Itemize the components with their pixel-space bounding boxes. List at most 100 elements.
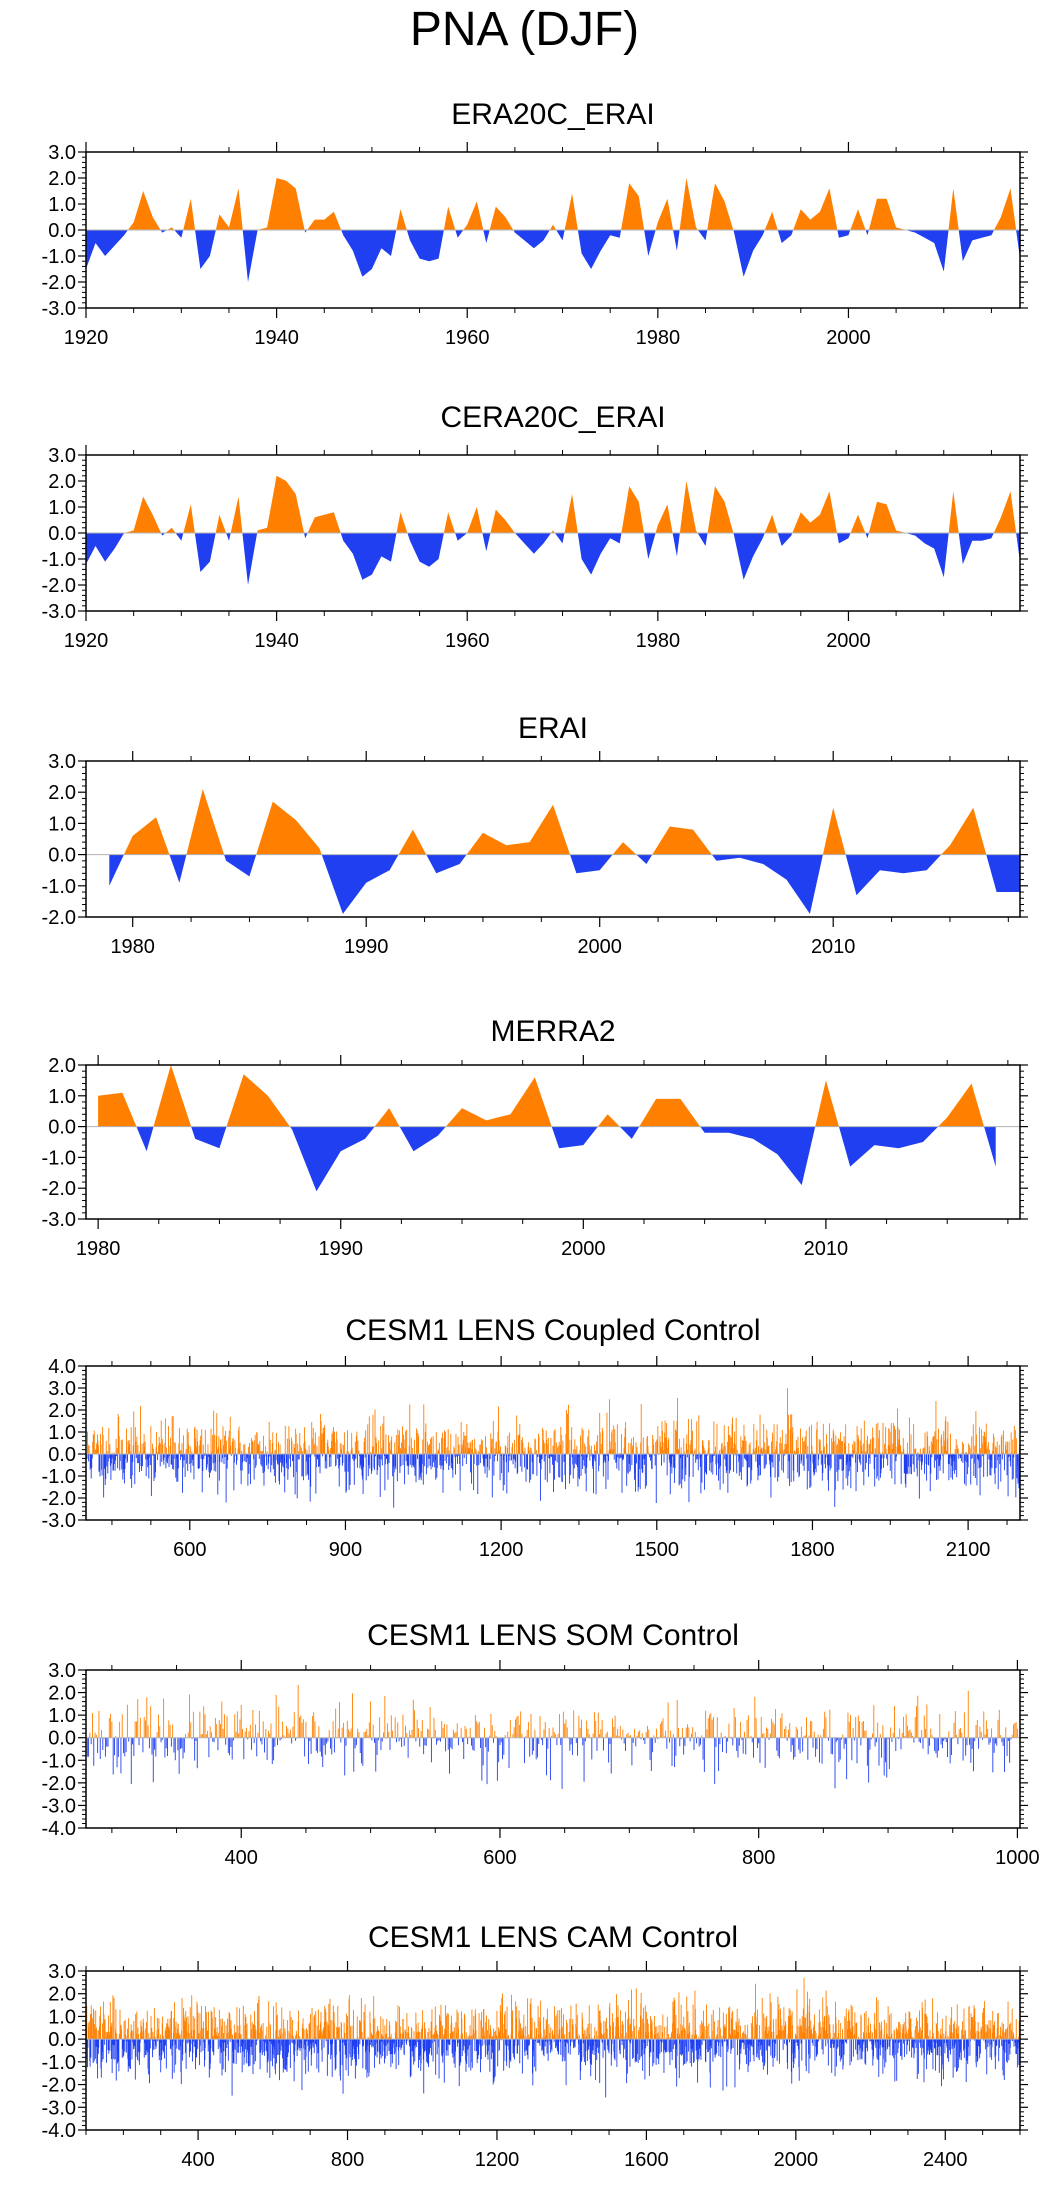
y-tick-label: 3.0 — [48, 1660, 76, 1682]
y-tick-label: -4.0 — [42, 1818, 76, 1840]
x-tick-label: 2000 — [577, 936, 622, 958]
plot-area — [86, 1065, 1020, 1192]
panel-title: ERAI — [518, 712, 588, 745]
x-tick-label: 1980 — [76, 1238, 121, 1260]
y-tick-label: 4.0 — [48, 1356, 76, 1378]
y-tick-label: 2.0 — [48, 1683, 76, 1705]
panel-title: CESM1 LENS CAM Control — [368, 1921, 738, 1954]
positive-area — [109, 789, 1020, 855]
y-tick-label: 1.0 — [48, 497, 76, 519]
x-axis: 1980 1990 2000 2010 — [76, 1055, 1009, 1260]
x-tick-label: 1200 — [479, 1539, 524, 1561]
x-axis: 600 900 1200 1500 1800 2100 — [111, 1356, 1008, 1561]
y-tick-label: 2.0 — [48, 1400, 76, 1422]
y-tick-label: 2.0 — [48, 782, 76, 804]
positive-area — [86, 178, 1020, 230]
y-tick-label: -3.0 — [42, 298, 76, 320]
y-tick-label: 0.0 — [48, 845, 76, 867]
x-tick-label: 2010 — [811, 936, 856, 958]
y-tick-label: -1.0 — [42, 1750, 76, 1772]
x-tick-label: 1960 — [445, 327, 490, 349]
panel-4: MERRA2 -3.0 -2.0 -1.0 0.0 1.0 2.0 1980 1990 2000 2… — [42, 1015, 1028, 1260]
y-axis: -3.0-2.0-1.00.01.02.03.04.0 — [42, 1356, 1028, 1532]
bar-series — [86, 1685, 1018, 1789]
y-tick-label: -1.0 — [42, 246, 76, 268]
y-tick-label: 3.0 — [48, 751, 76, 773]
x-tick-label: 1960 — [445, 630, 490, 652]
y-tick-label: 1.0 — [48, 813, 76, 835]
x-tick-label: 1980 — [636, 630, 681, 652]
y-tick-label: 1.0 — [48, 1086, 76, 1108]
plot-frame — [85, 1064, 1021, 1220]
x-tick-label: 2100 — [946, 1539, 991, 1561]
x-tick-label: 800 — [742, 1847, 775, 1869]
data-point — [995, 1166, 996, 1167]
y-tick-label: -2.0 — [42, 575, 76, 597]
plot-area — [86, 1388, 1020, 1508]
negative-area — [86, 230, 1020, 282]
y-tick-label: 0.0 — [48, 1117, 76, 1139]
x-tick-label: 600 — [173, 1539, 206, 1561]
y-axis: -4.0-3.0-2.0-1.00.01.02.03.0 — [42, 1660, 1028, 1840]
y-tick-label: -2.0 — [42, 1773, 76, 1795]
y-tick-label: 3.0 — [48, 142, 76, 164]
y-tick-label: -1.0 — [42, 1466, 76, 1488]
y-tick-label: 0.0 — [48, 1444, 76, 1466]
negative-area — [86, 533, 1020, 585]
panel-title: CERA20C_ERAI — [440, 401, 665, 434]
x-tick-label: 2000 — [561, 1238, 606, 1260]
x-tick-label: 1990 — [318, 1238, 363, 1260]
panel-7: CESM1 LENS CAM Control-4.0-3.0-2.0-1.00.… — [42, 1921, 1028, 2171]
y-tick-label: 1.0 — [48, 194, 76, 216]
plot-area — [86, 789, 1020, 914]
y-tick-label: 3.0 — [48, 1378, 76, 1400]
negative-area — [109, 854, 1020, 914]
y-tick-label: 1.0 — [48, 1705, 76, 1727]
y-tick-label: -2.0 — [42, 1178, 76, 1200]
x-tick-label: 2000 — [826, 630, 871, 652]
x-tick-label: 1920 — [64, 327, 109, 349]
x-axis: 400 600 800 1000 — [111, 1660, 1040, 1869]
x-axis: 1920 1940 1960 1980 2000 — [64, 142, 992, 349]
x-tick-label: 1800 — [790, 1539, 835, 1561]
x-tick-label: 1940 — [254, 630, 299, 652]
x-tick-label: 1000 — [995, 1847, 1040, 1869]
y-tick-label: -2.0 — [42, 272, 76, 294]
y-tick-label: 2.0 — [48, 471, 76, 493]
panel-1: ERA20C_ERAI -3.0 -2.0 -1.0 0.0 1.0 2.0 3.0 1920 1… — [42, 98, 1028, 349]
x-tick-label: 1980 — [110, 936, 155, 958]
y-tick-label: -1.0 — [42, 1147, 76, 1169]
bar-series — [86, 1977, 1020, 2098]
y-tick-label: -2.0 — [42, 907, 76, 929]
y-tick-label: -2.0 — [42, 1488, 76, 1510]
y-tick-label: 0.0 — [48, 220, 76, 242]
x-tick-label: 900 — [329, 1539, 362, 1561]
y-tick-label: 2.0 — [48, 168, 76, 190]
y-tick-label: -3.0 — [42, 601, 76, 623]
plot-area — [86, 178, 1020, 282]
y-tick-label: 2.0 — [48, 1055, 76, 1077]
panel-3: ERAI -2.0 -1.0 0.0 1.0 2.0 3.0 1980 1990 2000 2010 — [42, 712, 1028, 958]
panel-title: ERA20C_ERAI — [451, 98, 654, 131]
plot-frame — [85, 1669, 1021, 1829]
y-tick-label: -3.0 — [42, 1795, 76, 1817]
y-tick-label: 0.0 — [48, 1728, 76, 1750]
x-tick-label: 1990 — [344, 936, 389, 958]
y-axis: -3.0 -2.0 -1.0 0.0 1.0 2.0 3.0 — [42, 142, 1028, 320]
y-axis: -3.0 -2.0 -1.0 0.0 1.0 2.0 — [42, 1055, 1028, 1231]
plot-frame — [85, 1365, 1021, 1521]
x-axis: 1980 1990 2000 2010 — [110, 751, 1009, 958]
x-tick-label: 600 — [483, 1847, 516, 1869]
panel-6: CESM1 LENS SOM Control -4.0-3.0-2.0-1.00.… — [42, 1619, 1040, 1869]
x-axis: 1920 1940 1960 1980 2000 — [64, 445, 992, 652]
y-tick-label: 3.0 — [48, 445, 76, 467]
y-tick-label: -1.0 — [42, 549, 76, 571]
x-tick-label: 1980 — [636, 327, 681, 349]
x-tick-label: 2000 — [826, 327, 871, 349]
positive-area — [86, 475, 1020, 533]
plot-area — [86, 1685, 1020, 1789]
panel-5: CESM1 LENS Coupled Control -3.0-2.0-1.00.… — [42, 1314, 1028, 1561]
panel-2: CERA20C_ERAI-3.0-2.0-1.00.01.02.03.01920… — [42, 401, 1028, 652]
page-title: PNA (DJF) — [409, 3, 640, 56]
